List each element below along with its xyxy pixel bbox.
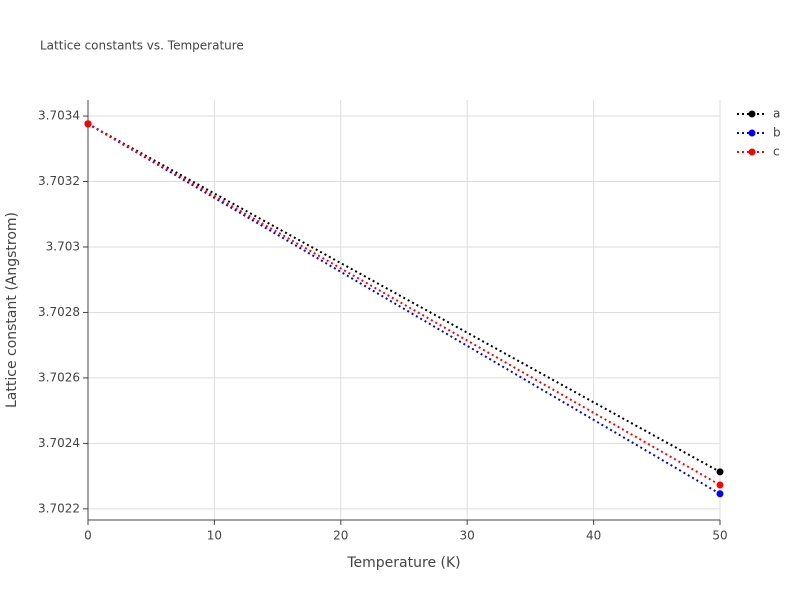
series-line bbox=[87, 123, 721, 495]
legend-label: c bbox=[773, 145, 780, 159]
marker bbox=[716, 468, 724, 476]
x-tick-label: 20 bbox=[333, 529, 348, 543]
x-tick-label: 10 bbox=[207, 529, 222, 543]
y-tick-label: 3.7032 bbox=[38, 174, 80, 188]
legend-marker bbox=[748, 110, 756, 118]
marker bbox=[716, 490, 724, 498]
y-tick-label: 3.7026 bbox=[38, 370, 80, 384]
y-tick-label: 3.7034 bbox=[38, 109, 80, 123]
y-tick-label: 3.7028 bbox=[38, 305, 80, 319]
x-tick-label: 50 bbox=[712, 529, 727, 543]
marker bbox=[716, 481, 724, 489]
legend-label: b bbox=[773, 126, 781, 140]
y-tick-label: 3.7022 bbox=[38, 501, 80, 515]
y-axis-label: Lattice constant (Angstrom) bbox=[4, 212, 20, 408]
x-axis-label: Temperature (K) bbox=[346, 555, 460, 571]
y-tick-label: 3.7024 bbox=[38, 436, 80, 450]
series-line bbox=[87, 123, 721, 486]
legend-label: a bbox=[773, 107, 780, 121]
x-tick-label: 40 bbox=[586, 529, 601, 543]
marker bbox=[84, 120, 92, 128]
x-tick-label: 0 bbox=[84, 529, 92, 543]
legend-marker bbox=[748, 129, 756, 137]
x-tick-label: 30 bbox=[460, 529, 475, 543]
legend-marker bbox=[748, 148, 756, 156]
series-line bbox=[87, 123, 721, 473]
chart-title: Lattice constants vs. Temperature bbox=[40, 39, 244, 53]
y-tick-label: 3.703 bbox=[46, 239, 80, 253]
